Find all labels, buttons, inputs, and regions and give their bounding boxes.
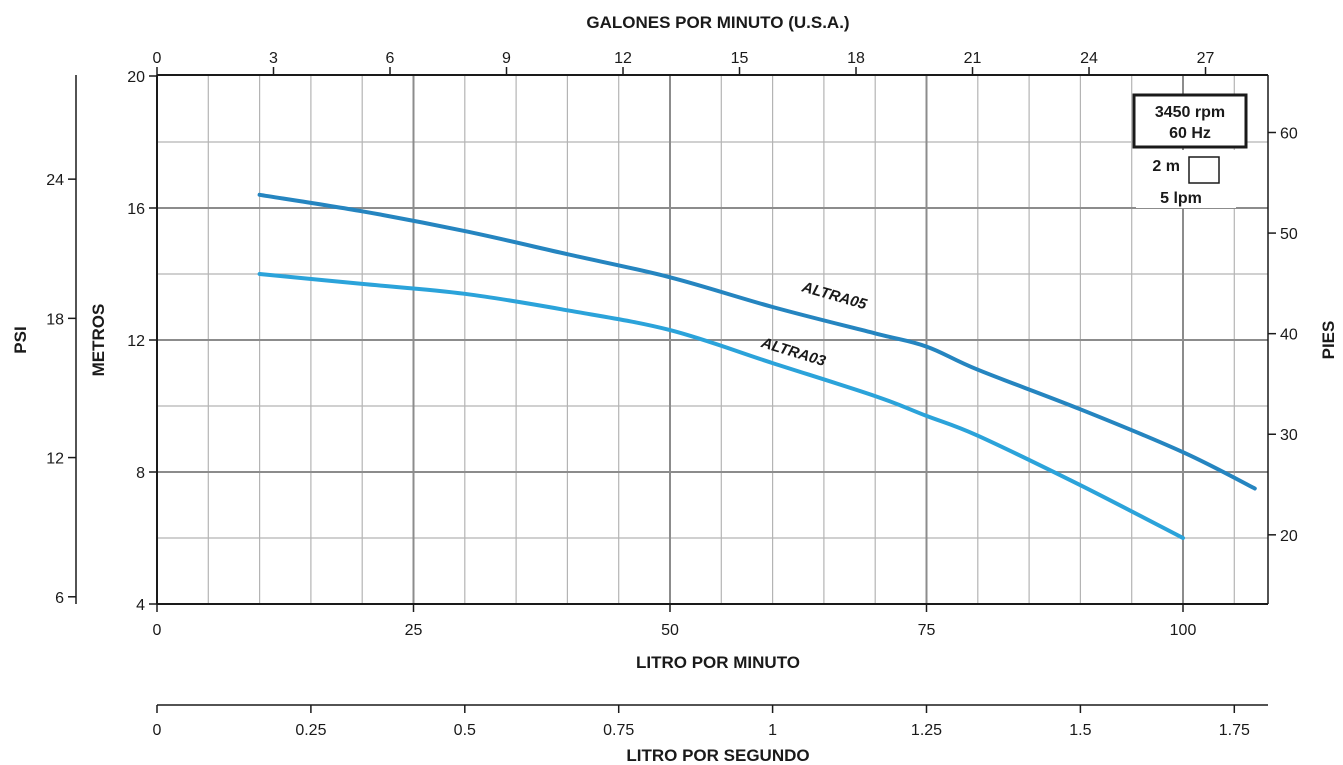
top-axis-title: GALONES POR MINUTO (U.S.A.) [586,13,849,32]
top-tick-label: 15 [731,50,749,67]
top-tick-label: 27 [1197,50,1215,67]
top-axis-ticks: 0 3 6 9 12 15 18 21 24 27 [153,50,1215,75]
series-line-altra05 [257,192,1257,491]
y-tick-label: 20 [127,69,145,86]
psi-axis-ticks: 6 12 18 24 [46,75,77,607]
psi-axis-title: PSI [11,326,30,353]
psi-tick-label: 18 [46,311,64,328]
right-tick-label: 40 [1280,327,1298,344]
right-tick-label: 60 [1280,125,1298,142]
lps-tick-label: 1.25 [911,722,942,739]
x-tick-label: 25 [405,622,423,639]
lps-axis-title: LITRO POR SEGUNDO [626,746,809,765]
scale-vertical-label: 2 m [1152,158,1180,175]
hz-label: 60 Hz [1169,125,1211,142]
lps-tick-label: 1.5 [1069,722,1091,739]
bottom-axis-ticks: 0 25 50 75 100 [153,604,1197,639]
right-axis-title: PIES [1319,321,1338,360]
series-label-altra05: ALTRA05 [799,278,869,313]
lps-tick-label: 1.75 [1219,722,1250,739]
right-tick-label: 50 [1280,226,1298,243]
y-tick-label: 12 [127,333,145,350]
right-tick-label: 30 [1280,427,1298,444]
top-tick-label: 24 [1080,50,1098,67]
top-tick-label: 18 [847,50,865,67]
scale-horizontal-label: 5 lpm [1160,190,1202,207]
right-axis-ticks: 20 30 40 50 60 [1268,125,1298,545]
top-tick-label: 21 [964,50,982,67]
x-tick-label: 100 [1170,622,1197,639]
y-axis-title: METROS [89,304,108,377]
lps-axis-ticks: 0 0.25 0.5 0.75 1 1.25 1.5 1.75 [153,704,1268,739]
lps-tick-label: 0.25 [295,722,326,739]
lps-tick-label: 1 [768,722,777,739]
x-tick-label: 0 [153,622,162,639]
left-axis-ticks: 4 8 12 16 20 [127,69,157,614]
top-tick-label: 6 [386,50,395,67]
y-tick-label: 4 [136,597,145,614]
psi-tick-label: 6 [55,590,64,607]
lps-tick-label: 0 [153,722,162,739]
rpm-info-box [1132,93,1248,149]
major-grid [157,75,1268,604]
top-tick-label: 9 [502,50,511,67]
y-tick-label: 16 [127,201,145,218]
rpm-label: 3450 rpm [1155,104,1225,121]
x-axis-title: LITRO POR MINUTO [636,653,800,672]
x-tick-label: 50 [661,622,679,639]
y-tick-label: 8 [136,465,145,482]
right-tick-label: 20 [1280,528,1298,545]
x-tick-label: 75 [918,622,936,639]
lps-tick-label: 0.75 [603,722,634,739]
lps-tick-label: 0.5 [454,722,476,739]
top-tick-label: 12 [614,50,632,67]
scale-square-icon [1188,156,1220,184]
psi-tick-label: 24 [46,172,64,189]
series-line-altra03 [257,272,1185,540]
top-tick-label: 3 [269,50,278,67]
top-tick-label: 0 [153,50,162,67]
psi-tick-label: 12 [46,451,64,468]
